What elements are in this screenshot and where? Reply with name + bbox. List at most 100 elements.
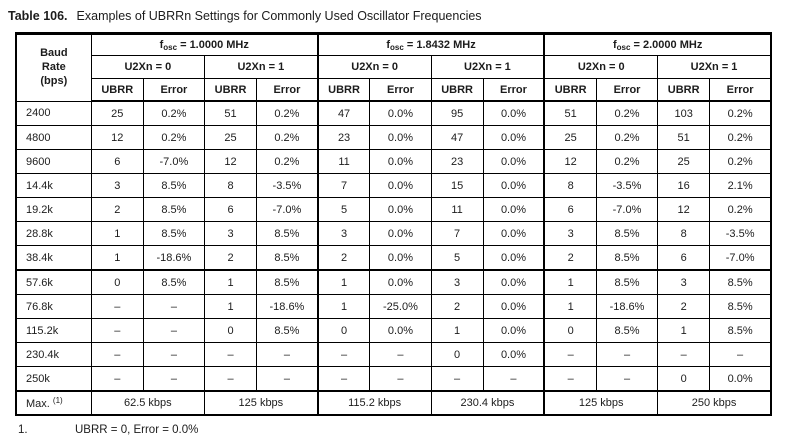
max-speed-cell: 230.4 kbps bbox=[430, 390, 545, 416]
error-value-cell: 0.0% bbox=[482, 125, 545, 150]
ubrr-value-cell: 1 bbox=[90, 221, 144, 246]
ubrr-value-cell: – bbox=[430, 366, 484, 392]
ubrr-value-cell: 6 bbox=[543, 197, 597, 222]
baud-rate-cell: 4800 bbox=[15, 125, 92, 150]
error-value-cell: – bbox=[595, 342, 659, 367]
table-row: 250k – – – – – – – – – –0 0.0% bbox=[15, 366, 772, 392]
error-value-cell: -18.6% bbox=[595, 294, 659, 319]
error-value-cell: 8.5% bbox=[709, 318, 772, 343]
error-value-cell: 8.5% bbox=[709, 294, 772, 319]
ubrr-value-cell: 95 bbox=[430, 100, 484, 126]
error-column-header: Error bbox=[595, 78, 659, 102]
error-value-cell: 0.2% bbox=[595, 100, 659, 126]
error-value-cell: 0.0% bbox=[369, 269, 432, 295]
baud-header-line: Rate bbox=[41, 60, 66, 73]
error-value-cell: 0.0% bbox=[369, 318, 432, 343]
error-value-cell: 0.0% bbox=[482, 100, 545, 126]
error-value-cell: 0.2% bbox=[595, 125, 659, 150]
error-value-cell: 8.5% bbox=[142, 269, 205, 295]
ubrr-value-cell: 51 bbox=[203, 100, 258, 126]
ubrr-value-cell: 0 bbox=[90, 269, 144, 295]
ubrr-column-header: UBRR bbox=[657, 78, 711, 102]
table-number: Table 106. bbox=[8, 9, 68, 23]
ubrr-value-cell: 11 bbox=[430, 197, 484, 222]
error-value-cell: 0.2% bbox=[256, 149, 319, 174]
ubrr-value-cell: 12 bbox=[543, 149, 597, 174]
u2x-header: U2Xn = 1 bbox=[203, 55, 319, 79]
ubrr-value-cell: 25 bbox=[657, 149, 711, 174]
table-row: 28.8k 1 8.5% 3 8.5% 3 0.0% 7 0.0% 3 8.5% 8 -3.5% bbox=[15, 221, 772, 246]
error-value-cell: 0.0% bbox=[369, 173, 432, 198]
baud-header-line: (bps) bbox=[40, 74, 68, 87]
error-value-cell: 0.0% bbox=[709, 366, 772, 392]
fosc-subscript: osc bbox=[390, 42, 404, 52]
error-value-cell: 0.2% bbox=[256, 100, 319, 126]
ubrr-value-cell: – bbox=[90, 342, 144, 367]
error-value-cell: 0.0% bbox=[369, 100, 432, 126]
ubrr-value-cell: 7 bbox=[316, 173, 371, 198]
ubrr-value-cell: 3 bbox=[430, 269, 484, 295]
table-row: 38.4k 1 -18.6% 2 8.5% 2 0.0% 5 0.0% 2 8.5% 6 -7.0% bbox=[15, 245, 772, 271]
fosc-value: = 1.0000 MHz bbox=[177, 38, 249, 51]
ubrr-value-cell: 5 bbox=[430, 245, 484, 271]
error-value-cell: – bbox=[482, 366, 545, 392]
error-value-cell: – bbox=[595, 366, 659, 392]
ubrr-value-cell: 8 bbox=[203, 173, 258, 198]
ubrr-value-cell: 8 bbox=[657, 221, 711, 246]
ubrr-value-cell: – bbox=[90, 318, 144, 343]
ubrr-value-cell: 2 bbox=[657, 294, 711, 319]
table-row: 14.4k 3 8.5% 8 -3.5% 7 0.0% 15 0.0% 8 -3.5% 16 2.1% bbox=[15, 173, 772, 198]
ubrr-value-cell: 6 bbox=[90, 149, 144, 174]
ubrr-value-cell: 1 bbox=[203, 294, 258, 319]
ubrr-column-header: UBRR bbox=[90, 78, 144, 102]
error-column-header: Error bbox=[369, 78, 432, 102]
error-value-cell: 8.5% bbox=[595, 245, 659, 271]
ubrr-value-cell: 25 bbox=[203, 125, 258, 150]
error-value-cell: 0.2% bbox=[709, 125, 772, 150]
error-value-cell: 0.0% bbox=[482, 269, 545, 295]
fosc-subscript: osc bbox=[616, 42, 631, 52]
ubrr-value-cell: 25 bbox=[543, 125, 597, 150]
ubrr-value-cell: 12 bbox=[203, 149, 258, 174]
max-speed-cell: 125 kbps bbox=[203, 390, 319, 416]
ubrr-value-cell: 2 bbox=[543, 245, 597, 271]
table-row: 57.6k 0 8.5% 1 8.5% 1 0.0% 3 0.0% 1 8.5% 3 8.5% bbox=[15, 269, 772, 295]
u2x-header: U2Xn = 1 bbox=[430, 55, 545, 79]
fosc-value: = 1.8432 MHz bbox=[403, 38, 476, 51]
error-value-cell: 8.5% bbox=[595, 269, 659, 295]
error-value-cell: 8.5% bbox=[142, 173, 205, 198]
ubrr-value-cell: 16 bbox=[657, 173, 711, 198]
ubrr-value-cell: 3 bbox=[90, 173, 144, 198]
error-value-cell: 8.5% bbox=[595, 221, 659, 246]
ubrr-value-cell: 1 bbox=[203, 269, 258, 295]
error-value-cell: 0.0% bbox=[482, 173, 545, 198]
error-value-cell: – bbox=[142, 366, 205, 392]
error-value-cell: 0.2% bbox=[709, 197, 772, 222]
table-row: 230.4k – – – – – –0 0.0% – – – – bbox=[15, 342, 772, 367]
error-value-cell: -7.0% bbox=[709, 245, 772, 271]
ubrr-value-cell: 3 bbox=[657, 269, 711, 295]
ubrr-value-cell: 1 bbox=[316, 269, 371, 295]
ubrr-value-cell: 47 bbox=[430, 125, 484, 150]
ubrr-value-cell: 0 bbox=[430, 342, 484, 367]
error-value-cell: 0.0% bbox=[369, 221, 432, 246]
table-row: 115.2k – –0 8.5% 0 0.0% 1 0.0% 0 8.5% 1 8.5% bbox=[15, 318, 772, 343]
error-value-cell: – bbox=[142, 294, 205, 319]
error-value-cell: 2.1% bbox=[709, 173, 772, 198]
table-row: 4800 12 0.2% 25 0.2% 23 0.0% 47 0.0% 25 0.2% 51 0.2% bbox=[15, 125, 772, 150]
table-row: 19.2k 2 8.5% 6 -7.0% 5 0.0% 11 0.0% 6 -7.0% 12 0.2% bbox=[15, 197, 772, 222]
fosc-symbol: f bbox=[159, 38, 164, 51]
u2x-header: U2Xn = 0 bbox=[90, 55, 205, 79]
u2x-header-row: U2Xn = 0 U2Xn = 1 U2Xn = 0 U2Xn = 1 U2Xn… bbox=[16, 55, 772, 79]
ubrr-value-cell: 6 bbox=[657, 245, 711, 271]
ubrr-value-cell: 47 bbox=[316, 100, 371, 126]
error-value-cell: -7.0% bbox=[256, 197, 319, 222]
baud-rate-cell: 14.4k bbox=[15, 173, 92, 198]
u2x-header: U2Xn = 0 bbox=[543, 55, 659, 79]
error-column-header: Error bbox=[482, 78, 545, 102]
footnote: 1. UBRR = 0, Error = 0.0% bbox=[18, 424, 790, 436]
baud-rate-cell: 76.8k bbox=[15, 294, 92, 319]
max-speed-cell: 62.5 kbps bbox=[90, 390, 205, 416]
error-value-cell: -7.0% bbox=[595, 197, 659, 222]
